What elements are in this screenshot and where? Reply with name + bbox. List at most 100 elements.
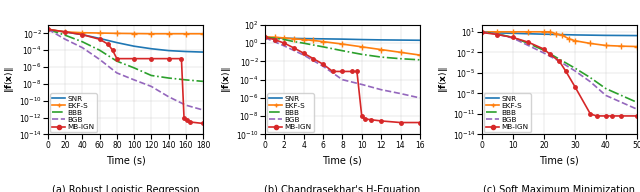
SNR <box>44 28 52 31</box>
Legend: SNR, EKF-S, BBB, BGB, MB-IGN: SNR, EKF-S, BBB, BGB, MB-IGN <box>484 93 531 132</box>
Line: MB-IGN: MB-IGN <box>263 36 422 124</box>
MB-IGN <box>147 57 155 60</box>
MB-IGN <box>199 122 207 125</box>
EKF-S <box>416 54 424 56</box>
EKF-S <box>61 31 69 33</box>
BGB <box>540 52 548 54</box>
BGB <box>182 104 189 106</box>
BGB <box>61 38 69 40</box>
MB-IGN <box>416 121 424 124</box>
EKF-S <box>44 28 52 31</box>
SNR <box>131 45 138 47</box>
MB-IGN <box>186 121 194 123</box>
BBB <box>378 56 385 58</box>
BBB <box>602 87 610 90</box>
Line: SNR: SNR <box>48 29 203 52</box>
BGB <box>416 97 424 99</box>
MB-IGN <box>96 38 104 40</box>
BGB <box>261 36 269 39</box>
BBB <box>339 50 346 52</box>
MB-IGN <box>113 57 121 60</box>
BGB <box>280 45 288 47</box>
EKF-S <box>618 45 625 47</box>
Y-axis label: $\|\mathbf{f}(\mathbf{x})\|$: $\|\mathbf{f}(\mathbf{x})\|$ <box>220 66 233 93</box>
SNR <box>61 31 69 33</box>
EKF-S <box>478 31 486 33</box>
MB-IGN <box>358 115 365 117</box>
MB-IGN <box>633 115 640 117</box>
BGB <box>319 65 327 67</box>
EKF-S <box>546 31 554 33</box>
Text: (b) Chandrasekhar's H-Equation: (b) Chandrasekhar's H-Equation <box>264 185 420 192</box>
SNR <box>378 39 385 41</box>
EKF-S <box>96 32 104 34</box>
X-axis label: Time (s): Time (s) <box>106 155 145 165</box>
BBB <box>525 42 532 45</box>
BBB <box>280 38 288 41</box>
Line: MB-IGN: MB-IGN <box>480 31 639 118</box>
BBB <box>261 36 269 38</box>
MB-IGN <box>509 36 516 39</box>
MB-IGN <box>44 28 52 31</box>
BBB <box>113 60 121 62</box>
BBB <box>397 58 404 60</box>
BBB <box>358 53 365 55</box>
MB-IGN <box>608 115 616 117</box>
BGB <box>44 28 52 31</box>
BBB <box>164 77 172 79</box>
EKF-S <box>271 36 278 38</box>
BBB <box>493 33 501 35</box>
SNR <box>416 39 424 41</box>
BGB <box>618 101 625 103</box>
SNR <box>199 51 207 53</box>
Line: BGB: BGB <box>48 29 203 110</box>
BGB <box>96 58 104 61</box>
MB-IGN <box>593 115 600 117</box>
BGB <box>478 31 486 33</box>
MB-IGN <box>61 31 69 33</box>
BGB <box>79 46 86 49</box>
BGB <box>556 60 563 62</box>
EKF-S <box>559 34 566 36</box>
BGB <box>113 72 121 74</box>
SNR <box>319 38 327 40</box>
BBB <box>79 41 86 43</box>
BGB <box>586 81 594 83</box>
MB-IGN <box>361 118 369 120</box>
EKF-S <box>339 43 346 45</box>
Line: BGB: BGB <box>265 38 420 98</box>
EKF-S <box>290 38 298 40</box>
Line: BBB: BBB <box>265 37 420 60</box>
SNR <box>52 30 60 32</box>
SNR <box>509 32 516 35</box>
Y-axis label: $\|\mathbf{f}(\mathbf{x})\|$: $\|\mathbf{f}(\mathbf{x})\|$ <box>3 66 16 93</box>
BGB <box>602 94 610 97</box>
MB-IGN <box>280 42 288 44</box>
SNR <box>397 39 404 41</box>
BGB <box>358 83 365 86</box>
MB-IGN <box>378 120 385 122</box>
Line: BGB: BGB <box>482 32 637 109</box>
MB-IGN <box>348 70 356 73</box>
BGB <box>164 96 172 98</box>
MB-IGN <box>131 57 138 60</box>
BGB <box>633 108 640 110</box>
MB-IGN <box>290 47 298 49</box>
BBB <box>182 79 189 81</box>
EKF-S <box>113 32 121 35</box>
SNR <box>571 34 579 36</box>
Line: SNR: SNR <box>265 38 420 40</box>
BGB <box>199 109 207 111</box>
EKF-S <box>280 37 288 39</box>
BGB <box>300 54 307 56</box>
Y-axis label: $\|\mathbf{f}(\mathbf{x})\|$: $\|\mathbf{f}(\mathbf{x})\|$ <box>437 66 450 93</box>
EKF-S <box>199 33 207 35</box>
BGB <box>397 92 404 95</box>
MB-IGN <box>180 116 188 119</box>
SNR <box>602 34 610 36</box>
SNR <box>113 41 121 44</box>
BBB <box>290 41 298 43</box>
BBB <box>618 94 625 97</box>
MB-IGN <box>329 70 337 73</box>
BBB <box>61 34 69 36</box>
